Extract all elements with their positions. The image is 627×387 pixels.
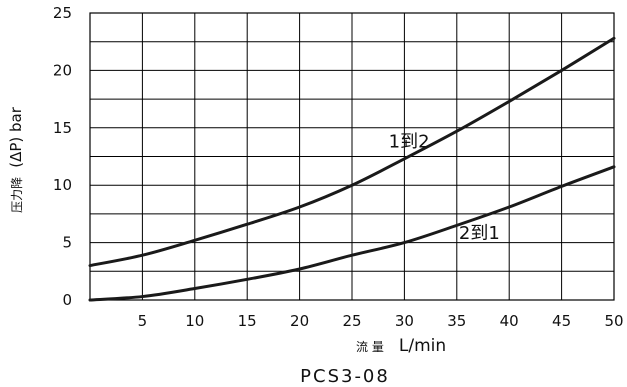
x-tick-label: 40 [500,312,519,330]
tick-labels: 5 10 15 20 25 30 35 40 45 50 0 5 10 15 20 25 [53,4,624,330]
x-tick-label: 50 [604,312,623,330]
x-tick-label: 35 [447,312,466,330]
x-tick-label: 45 [552,312,571,330]
y-tick-label: 0 [62,291,72,309]
x-axis-title-unit: L/min [399,336,446,356]
chart-caption: PCS3-08 [300,366,390,387]
y-tick-label: 20 [53,61,72,79]
x-axis-title: 流 量 L/min [356,336,446,356]
x-tick-label: 10 [185,312,204,330]
series-label-1: 1到2 [389,131,430,152]
x-tick-label: 30 [395,312,414,330]
plot-frame [89,12,615,301]
series-labels: 1到2 2到1 [389,131,500,244]
y-tick-label: 10 [53,176,72,194]
y-tick-label: 15 [53,119,72,137]
x-tick-label: 25 [342,312,361,330]
y-axis-title-unit: (ΔP) bar [7,106,25,167]
series-lines [88,36,616,302]
y-tick-label: 25 [53,4,72,22]
x-axis-title-prefix: 流 量 [356,340,384,354]
x-tick-label: 15 [238,312,257,330]
x-tick-label: 20 [290,312,309,330]
series-label-2: 2到1 [459,223,500,244]
series-line-2 [88,165,616,302]
y-tick-label: 5 [62,234,72,252]
x-tick-label: 5 [138,312,148,330]
y-axis-title: 压力降 (ΔP) bar [6,106,25,213]
series-line-1 [88,36,616,268]
grid [89,12,615,301]
y-axis-title-prefix: 压力降 [10,177,24,213]
